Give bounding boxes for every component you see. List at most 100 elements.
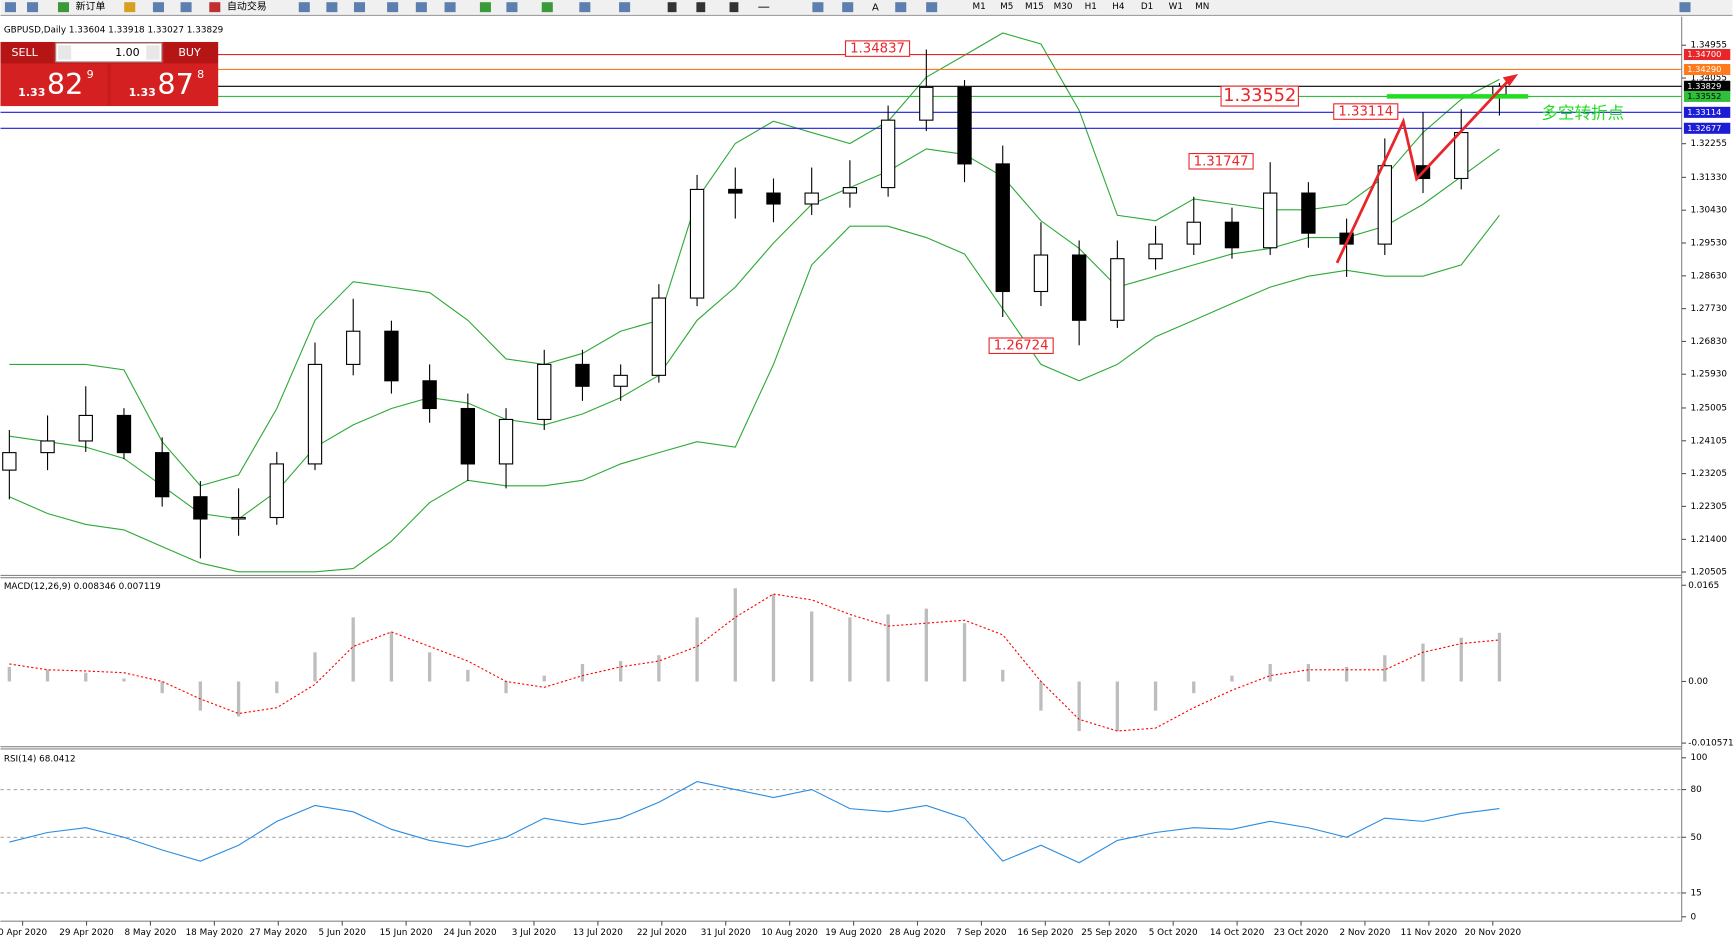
- spin-up[interactable]: [146, 45, 160, 60]
- y-tick-label: 0.0165: [1688, 581, 1719, 591]
- x-tick-label: 5 Jun 2020: [318, 928, 366, 938]
- plot: 1.20505 1.21400 1.22305 1.23205 1.24105 1.250…: [0, 32, 1733, 938]
- candle-body: [231, 516, 246, 520]
- timeframe-button[interactable]: M30: [1054, 2, 1073, 12]
- price-annotation: 1.33114: [1338, 105, 1393, 120]
- x-tick-label: 18 May 2020: [186, 928, 244, 938]
- icon: [479, 2, 491, 13]
- x-tick-label: 14 Oct 2020: [1210, 928, 1265, 938]
- y-tick-label: 100: [1691, 753, 1708, 763]
- lots-input[interactable]: [55, 42, 163, 63]
- price-annotation: 1.34837: [850, 42, 905, 57]
- candle-body: [1148, 243, 1163, 260]
- y-tick-label: 1.34055: [1691, 74, 1728, 84]
- buy-button[interactable]: [163, 41, 219, 63]
- x-tick-label: 25 Sep 2020: [1081, 928, 1137, 938]
- buy-price-box[interactable]: [110, 64, 219, 107]
- level-label-bg: [1683, 122, 1731, 134]
- icon: [619, 2, 631, 13]
- toolbar-button[interactable]: A: [872, 3, 879, 14]
- buy-label: BUY: [178, 46, 201, 59]
- timeframe-button[interactable]: W1: [1169, 2, 1183, 12]
- buy-price-fraction: 8: [197, 68, 204, 81]
- level-label: 1.34290: [1687, 64, 1721, 74]
- chart-header: GBPUSD,Daily 1.33604 1.33918 1.33027 1.3…: [4, 25, 223, 35]
- trend-arrow: [1335, 78, 1511, 264]
- y-tick-label: 1.25930: [1691, 370, 1728, 380]
- toolbar-icons: [4, 2, 1691, 13]
- candle-body: [1301, 192, 1316, 234]
- candle-body: [919, 86, 934, 121]
- y-tick-label: 1.25005: [1691, 403, 1728, 413]
- x-tick-label: 15 Jun 2020: [380, 928, 433, 938]
- timeframe-button[interactable]: H1: [1085, 2, 1097, 12]
- bollinger-middle: [9, 148, 1500, 520]
- timeframe-button[interactable]: H4: [1112, 2, 1125, 12]
- candle-body: [995, 163, 1010, 293]
- sell-button[interactable]: [0, 41, 54, 63]
- y-tick-label: 1.24105: [1691, 436, 1728, 446]
- icon: [895, 2, 907, 13]
- level-label: 1.33829: [1687, 81, 1721, 91]
- timeframe-button[interactable]: M5: [1000, 2, 1013, 12]
- y-tick-label: 1.31330: [1691, 173, 1728, 183]
- candle-body: [575, 363, 590, 387]
- price-annotation-box: [1188, 152, 1254, 170]
- price-annotation-box: [1220, 85, 1299, 107]
- price-annotation: 1.33552: [1223, 86, 1296, 106]
- timeframe-button[interactable]: D1: [1141, 2, 1153, 12]
- candle-body: [957, 86, 972, 165]
- price-annotation-box: [1333, 103, 1399, 120]
- y-tick-label: 1.29530: [1691, 239, 1728, 249]
- sell-price-box[interactable]: [0, 64, 108, 107]
- timeframe-button[interactable]: M1: [973, 2, 986, 12]
- level-label-bg: [1683, 106, 1731, 118]
- icon: [729, 2, 739, 13]
- sell-price-pips: 82: [47, 67, 84, 101]
- x-tick-label: 11 Nov 2020: [1401, 928, 1458, 938]
- icon: [926, 2, 938, 13]
- toolbar-button[interactable]: 自动交易: [227, 0, 267, 13]
- pivot-label: 多空转折点: [1541, 103, 1624, 122]
- macd-label: MACD(12,26,9) 0.008346 0.007119: [4, 582, 161, 592]
- y-tick-label: 0.00: [1688, 677, 1708, 687]
- icon: [696, 2, 706, 13]
- x-tick-label: 20 Nov 2020: [1465, 928, 1522, 938]
- candle-body: [1033, 254, 1049, 293]
- x-tick-label: 13 Jul 2020: [573, 928, 623, 938]
- candle-body: [804, 192, 819, 205]
- timeframe-button[interactable]: M15: [1025, 2, 1044, 12]
- icon: [667, 2, 677, 13]
- x-tick-label: 0 Apr 2020: [0, 928, 47, 938]
- arrow-head: [1502, 74, 1519, 87]
- toolbar-button[interactable]: 新订单: [76, 0, 106, 13]
- x-tick-label: 31 Jul 2020: [701, 928, 751, 938]
- candle-body: [1110, 258, 1125, 321]
- sell-price-big: 1.33: [18, 86, 45, 99]
- price-annotation-box: [988, 337, 1054, 355]
- rsi-line: [9, 781, 1500, 864]
- y-tick-label: 1.32255: [1691, 139, 1728, 149]
- candle-body: [766, 192, 781, 205]
- x-tick-label: 28 Aug 2020: [889, 928, 946, 938]
- candle-body: [40, 440, 55, 454]
- x-tick-label: 23 Oct 2020: [1274, 928, 1329, 938]
- candle-body: [498, 418, 514, 465]
- level-label: 1.33552: [1687, 91, 1721, 101]
- timeframe-button[interactable]: MN: [1195, 2, 1209, 12]
- x-tick-label: 10 Aug 2020: [761, 928, 818, 938]
- spin-down[interactable]: [57, 45, 72, 60]
- icon: [387, 2, 399, 13]
- candle-body: [651, 297, 667, 376]
- x-tick-label: 2 Nov 2020: [1339, 928, 1390, 938]
- candle-body: [1454, 131, 1469, 180]
- icon: [298, 2, 310, 13]
- level-label: 1.34700: [1687, 49, 1721, 59]
- macd-signal: [9, 593, 1500, 732]
- y-tick-label: 1.30430: [1691, 206, 1728, 216]
- sell-price-fraction: 9: [87, 68, 94, 81]
- bollinger-upper: [9, 32, 1500, 487]
- level-label-bg: [1683, 80, 1731, 92]
- candle-body: [613, 374, 628, 387]
